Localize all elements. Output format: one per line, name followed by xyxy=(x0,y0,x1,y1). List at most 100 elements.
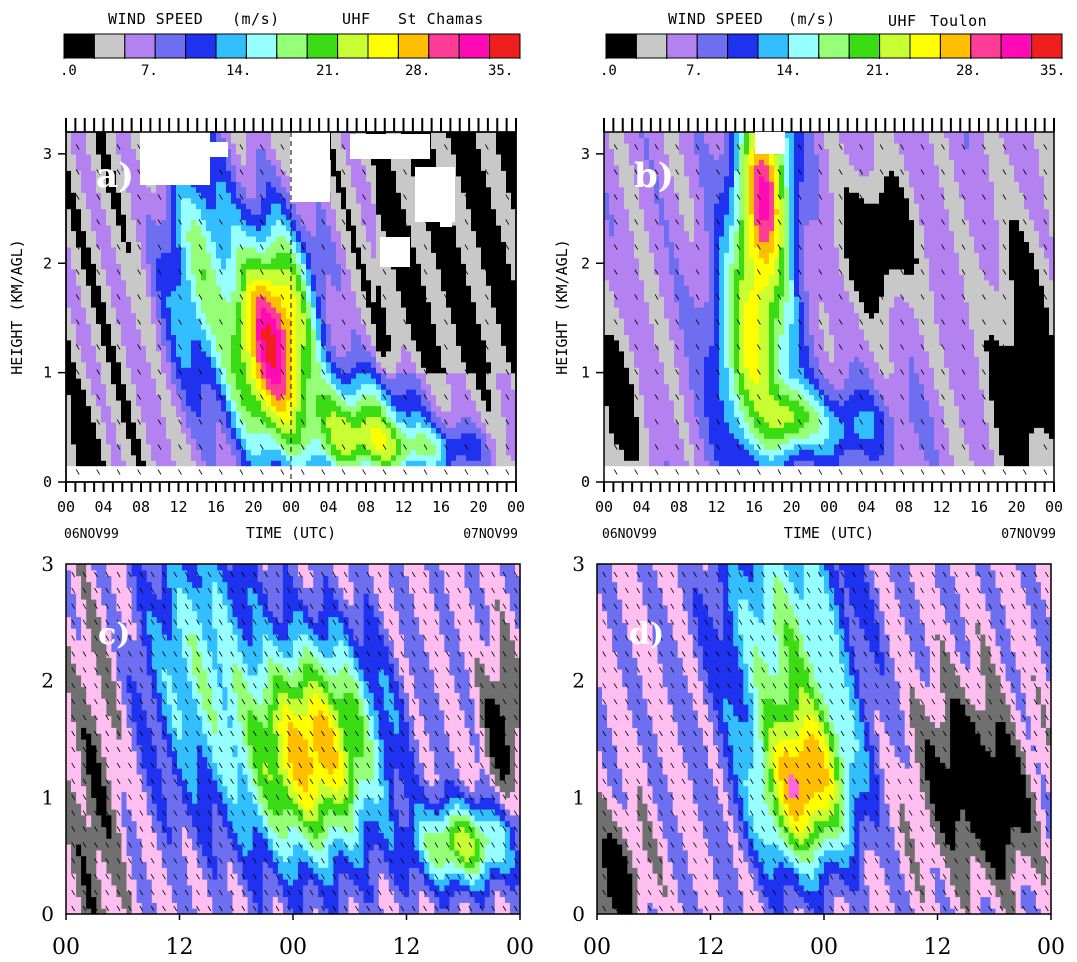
speed-cell xyxy=(76,164,82,171)
speed-cell xyxy=(71,175,77,182)
speed-cell xyxy=(116,405,122,412)
speed-cell xyxy=(91,400,97,407)
speed-cell xyxy=(266,296,272,303)
speed-cell xyxy=(426,443,432,450)
speed-cell xyxy=(356,192,362,199)
speed-cell xyxy=(446,159,452,166)
speed-cell xyxy=(406,449,412,456)
speed-cell xyxy=(211,296,217,303)
speed-cell xyxy=(76,323,82,330)
speed-cell xyxy=(166,372,172,379)
speed-cell xyxy=(351,410,357,417)
speed-cell xyxy=(216,317,222,324)
speed-cell xyxy=(396,383,402,390)
speed-cell xyxy=(191,389,197,396)
speed-cell xyxy=(186,460,192,467)
speed-cell xyxy=(266,246,272,253)
speed-cell xyxy=(251,132,257,139)
speed-cell xyxy=(296,410,302,417)
speed-cell xyxy=(431,394,437,401)
speed-cell xyxy=(76,394,82,401)
speed-cell xyxy=(256,263,262,270)
speed-cell xyxy=(221,159,227,166)
speed-cell xyxy=(391,317,397,324)
speed-cell xyxy=(201,460,207,467)
speed-cell xyxy=(96,389,102,396)
speed-cell xyxy=(416,410,422,417)
speed-cell xyxy=(421,367,427,374)
speed-cell xyxy=(201,323,207,330)
speed-cell xyxy=(461,192,467,199)
speed-cell xyxy=(311,252,317,259)
speed-cell xyxy=(106,290,112,297)
colorbar-tick: 35. xyxy=(1040,63,1065,79)
speed-cell xyxy=(386,279,392,286)
speed-cell xyxy=(291,416,297,423)
speed-cell xyxy=(466,432,472,439)
speed-cell xyxy=(171,257,177,264)
speed-cell xyxy=(356,443,362,450)
colorbar-swatch xyxy=(489,33,521,59)
speed-cell xyxy=(101,279,107,286)
speed-cell xyxy=(461,323,467,330)
speed-cell xyxy=(316,219,322,226)
speed-cell xyxy=(431,142,437,149)
speed-cell xyxy=(116,142,122,149)
speed-cell xyxy=(316,334,322,341)
speed-cell xyxy=(391,367,397,374)
speed-cell xyxy=(81,350,87,357)
colorbar-tick: 35. xyxy=(488,63,513,79)
speed-cell xyxy=(301,361,307,368)
speed-cell xyxy=(126,394,132,401)
speed-cell xyxy=(371,427,377,434)
speed-cell xyxy=(66,438,72,445)
speed-cell xyxy=(211,339,217,346)
speed-cell xyxy=(406,296,412,303)
speed-cell xyxy=(176,438,182,445)
speed-cell xyxy=(201,421,207,428)
speed-cell xyxy=(286,279,292,286)
speed-cell xyxy=(161,252,167,259)
speed-cell xyxy=(171,307,177,314)
speed-cell xyxy=(186,235,192,242)
speed-cell xyxy=(186,301,192,308)
speed-cell xyxy=(236,427,242,434)
speed-cell xyxy=(381,432,387,439)
speed-cell xyxy=(346,416,352,423)
speed-cell xyxy=(351,219,357,226)
speed-cell xyxy=(106,394,112,401)
speed-cell xyxy=(276,159,282,166)
speed-cell xyxy=(396,454,402,461)
speed-cell xyxy=(256,400,262,407)
speed-cell xyxy=(336,312,342,319)
speed-cell xyxy=(421,312,427,319)
speed-cell xyxy=(346,257,352,264)
speed-cell xyxy=(106,263,112,270)
speed-cell xyxy=(421,421,427,428)
speed-cell xyxy=(86,410,92,417)
speed-cell xyxy=(181,400,187,407)
speed-cell xyxy=(266,148,272,155)
speed-cell xyxy=(146,334,152,341)
speed-cell xyxy=(391,285,397,292)
speed-cell xyxy=(166,274,172,281)
speed-cell xyxy=(391,197,397,204)
speed-cell xyxy=(206,438,212,445)
speed-cell xyxy=(116,296,122,303)
speed-cell xyxy=(71,257,77,264)
speed-cell xyxy=(241,132,247,139)
speed-cell xyxy=(271,159,277,166)
speed-cell xyxy=(206,460,212,467)
speed-cell xyxy=(261,263,267,270)
speed-cell xyxy=(121,400,127,407)
speed-cell xyxy=(396,427,402,434)
speed-cell xyxy=(136,137,142,144)
speed-cell xyxy=(171,274,177,281)
speed-cell xyxy=(346,460,352,467)
speed-cell xyxy=(106,268,112,275)
speed-cell xyxy=(421,296,427,303)
speed-cell xyxy=(151,438,157,445)
speed-cell xyxy=(251,214,257,221)
speed-cell xyxy=(126,438,132,445)
speed-cell xyxy=(146,372,152,379)
